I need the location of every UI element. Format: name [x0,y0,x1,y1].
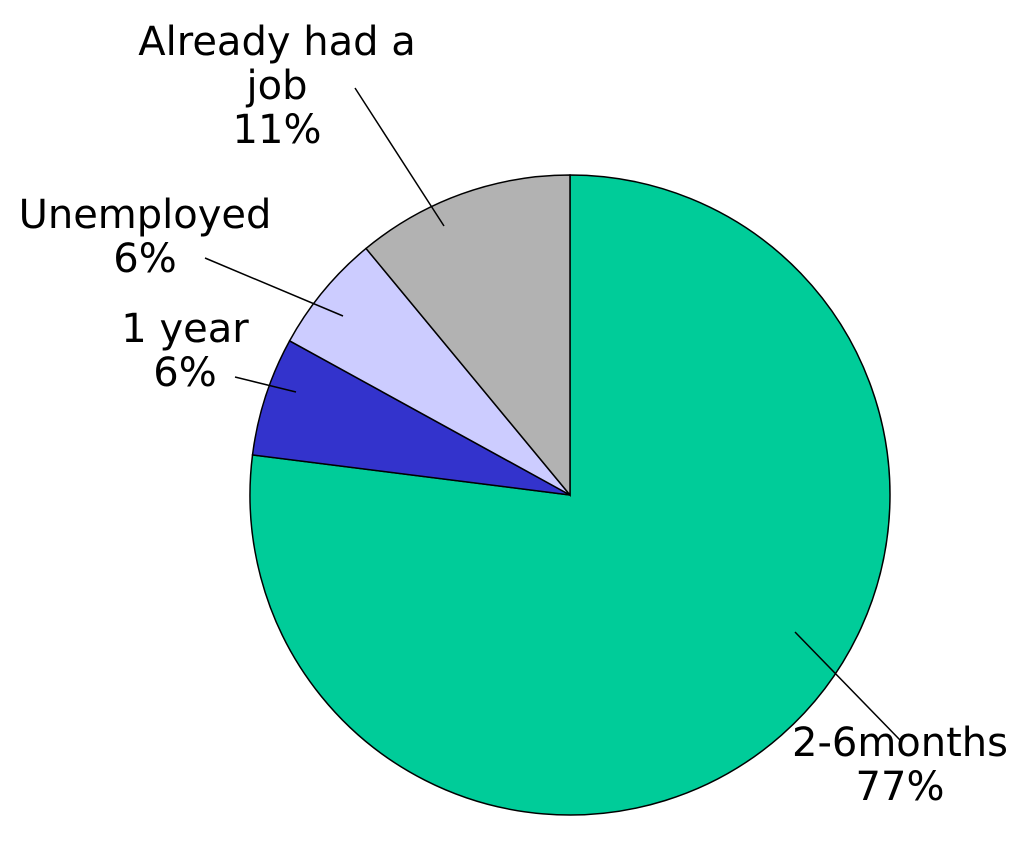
slice-label-line: Already had a [138,19,415,65]
leader-line-already-had-a-job [354,87,445,227]
pie-slice-unemployed [288,247,571,496]
pie-slice-already-had-a-job [364,174,571,498]
slice-label-line: 2-6months [792,720,1008,766]
slice-label-1-year: 1 year 6% [121,306,249,396]
slice-label-line: 77% [856,764,945,810]
slice-label-2-6months: 2-6months 77% [792,720,1008,810]
slice-label-line: 6% [113,236,176,282]
slice-labels: 2-6months 77%1 year 6%Unemployed 6%Already … [19,19,1008,810]
slice-label-line: job [246,63,308,109]
slice-label-line: 11% [233,107,322,153]
slice-label-line: 1 year [121,306,249,352]
slice-label-unemployed: Unemployed 6% [19,192,272,282]
pie-slice-1-year [251,339,571,496]
leader-lines [204,87,901,741]
pie-slices [249,174,891,816]
slice-label-already-had-a-job: Already had a job 11% [138,19,415,153]
slice-label-line: Unemployed [19,192,272,238]
leader-line-1-year [234,376,297,393]
slice-label-line: 6% [153,350,216,396]
leader-line-unemployed [204,257,344,317]
leader-line-2-6months [794,631,901,741]
